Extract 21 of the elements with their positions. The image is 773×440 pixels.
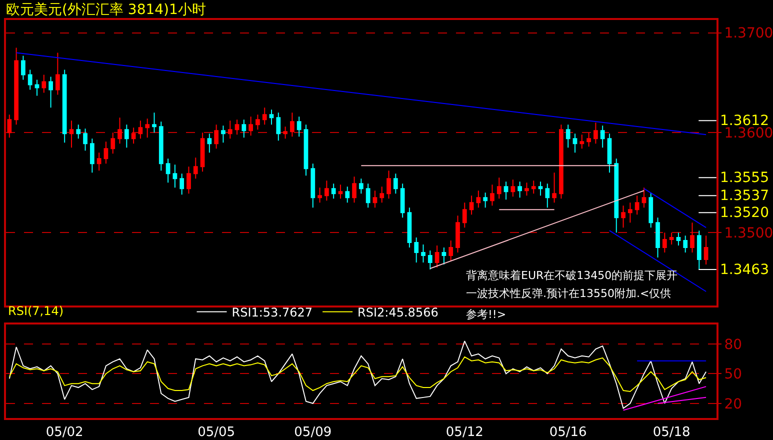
x-tick-label: 05/02 — [46, 424, 84, 440]
x-tick-label: 05/18 — [652, 424, 690, 440]
y-tick-label: 20 — [724, 396, 742, 412]
chart-title: RSI(7,14) — [8, 304, 64, 318]
y-tick-label: 1.3500 — [724, 225, 773, 242]
ref-line-label: 1.3463 — [720, 262, 769, 278]
y-tick-label: 1.3600 — [724, 126, 773, 142]
x-tick-label: 05/16 — [549, 424, 587, 440]
ref-line-label: 1.3520 — [720, 205, 769, 221]
x-tick-label: 05/12 — [446, 424, 484, 440]
legend-label: RSI1:53.7627 — [232, 305, 313, 320]
legend-label: RSI2:45.8566 — [358, 305, 438, 320]
x-tick-label: 05/05 — [198, 424, 236, 440]
chart-title: 欧元美元(外汇汇率 3814)1小时 — [6, 2, 206, 18]
y-tick-label: 50 — [724, 366, 742, 383]
annotation: 背离意味着EUR在不破13450的前提下展开一波技术性反弹.预计在13550附加.<仅供参考!!> — [466, 269, 678, 321]
x-tick-label: 05/09 — [294, 424, 332, 440]
y-tick-label: 1.3700 — [724, 26, 773, 42]
y-tick-label: 80 — [724, 336, 742, 353]
ref-line-label: 1.3555 — [720, 170, 769, 186]
ref-line-label: 1.3537 — [720, 188, 769, 204]
